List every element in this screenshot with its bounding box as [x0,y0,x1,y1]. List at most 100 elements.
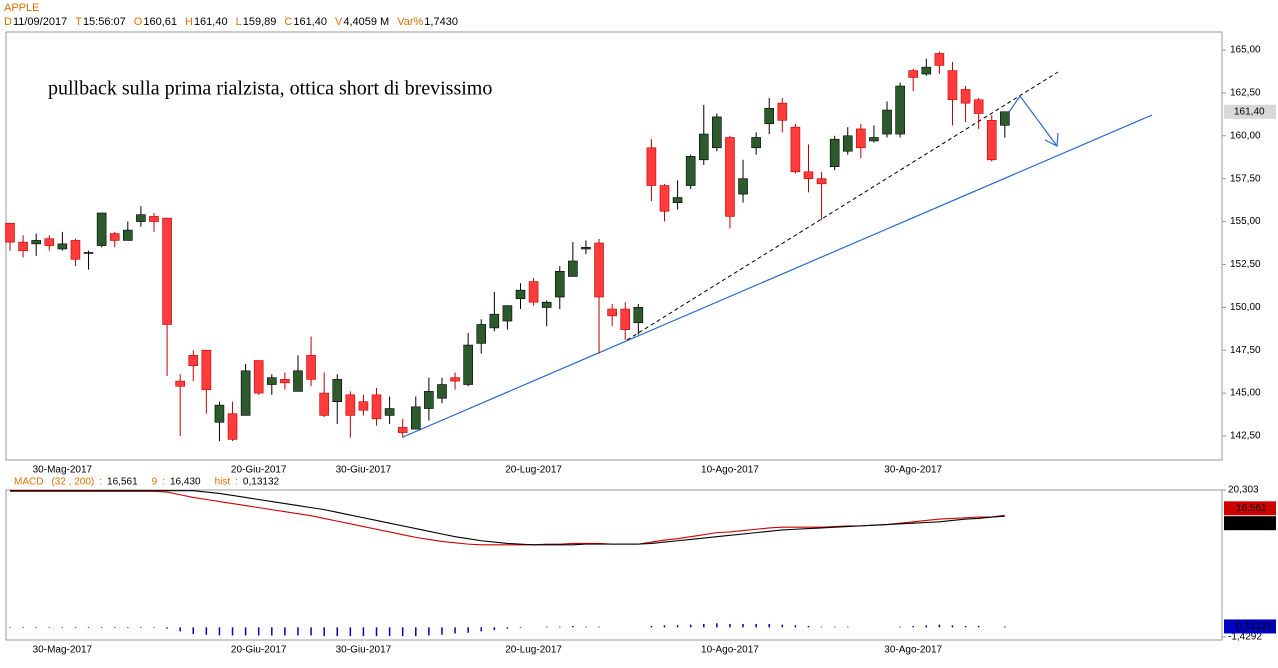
candle-body [397,427,408,433]
candle-body [751,137,761,149]
chart-title: APPLE [4,2,39,14]
candle-body [607,308,617,317]
candle-body [175,380,185,387]
arrow-head [1044,132,1059,147]
candle-body [856,128,866,149]
info-key: Var% [397,16,423,28]
info-key: D [4,16,12,28]
candle-body [266,377,277,385]
candle-body [712,116,722,149]
last-value-label: 16,430 [1236,518,1267,529]
candle-body [136,214,146,222]
candle-body [633,307,644,324]
candle-body [882,109,892,135]
y-tick-label: 157,50 [1230,173,1261,184]
candle-body [973,99,984,114]
candle-body [986,120,997,161]
candle-body [384,408,395,416]
trendline-dashed [626,71,1059,341]
candle-body [5,222,15,243]
macd-legend: MACD (32 , 200):16,561 9:16,430 hist:0,1313… [14,477,280,488]
info-key: O [134,16,143,28]
x-tick-label: 30-Giu-2017 [336,645,392,656]
info-key: V [335,16,343,28]
candle-body [358,401,369,411]
candle-body [44,238,55,246]
y-tick-label: 165,00 [1230,45,1261,56]
price-panel [5,31,1223,461]
y-tick-label: 147,50 [1230,345,1261,356]
candle-body [149,216,159,222]
legend-name: (32 , 200) [51,477,94,488]
candle-body [947,70,958,101]
candle-body [476,324,487,344]
candle-body [685,156,696,186]
last-value-box [1224,619,1276,634]
last-value-box [1224,516,1276,531]
candle-body [541,301,552,308]
candle-body [371,394,382,420]
legend-name: hist [215,477,231,488]
candle-body [214,404,225,423]
info-key: T [75,16,82,28]
y-tick-label: 145,00 [1230,388,1261,399]
info-value: 15:56:07 [83,16,126,28]
candle-body [790,126,801,173]
trendline [402,114,1153,438]
last-value-label: 0,13132 [1236,621,1273,632]
info-value: 1,7430 [424,16,458,28]
candle-body [921,66,932,75]
legend-title: MACD [14,477,43,488]
annotation: pullback sulla prima rialzista, ottica s… [48,78,492,100]
legend-separator: : [162,477,165,488]
candle-body [869,137,879,142]
candle-body [502,305,513,322]
legend-value: 0,13132 [243,477,280,488]
candle-body [123,229,133,241]
info-key: L [236,16,242,28]
candle-body [31,240,41,245]
y-tick-label: 152,50 [1230,259,1261,270]
candle-body [345,394,356,416]
candle-body [725,137,735,217]
y-tick-label: 160,00 [1230,130,1261,141]
x-tick-label: 20-Giu-2017 [231,645,287,656]
candle-body [83,252,94,254]
candle-body [463,344,473,385]
x-tick-label: 30-Mag-2017 [33,465,93,476]
candle-body [764,108,775,125]
candle-body [659,185,670,212]
candle-body [240,370,251,416]
candle-body [57,243,68,250]
x-tick-label: 20-Lug-2017 [505,645,562,656]
legend-value: 16,430 [170,477,201,488]
candle-body [306,355,316,380]
x-tick-label: 10-Ago-2017 [701,465,759,476]
candle-body [528,281,539,303]
info-value: 159,89 [243,16,277,28]
info-key: C [284,16,292,28]
candle-body [201,349,212,390]
candle-body [646,147,657,186]
arrow [1004,94,1058,147]
macd-panel [5,489,1223,641]
candle-body [829,138,840,167]
x-tick-label: 30-Mag-2017 [33,645,93,656]
y-tick-label: 142,50 [1230,431,1261,442]
last-value-label: 16,561 [1236,503,1267,514]
candle-body [895,85,905,135]
candle-body [319,392,329,416]
candle-body [1000,111,1010,126]
candle-body [581,246,591,250]
y-tick-label: 162,50 [1230,88,1261,99]
candle-body [332,379,343,402]
legend-separator: : [235,477,238,488]
x-tick-label: 20-Giu-2017 [231,465,287,476]
candle-body [227,413,238,440]
last-value-box [1224,501,1276,516]
last-price-box [1224,104,1276,119]
candle-body [424,391,434,409]
candle-body [568,260,578,277]
candle-body [96,212,107,246]
